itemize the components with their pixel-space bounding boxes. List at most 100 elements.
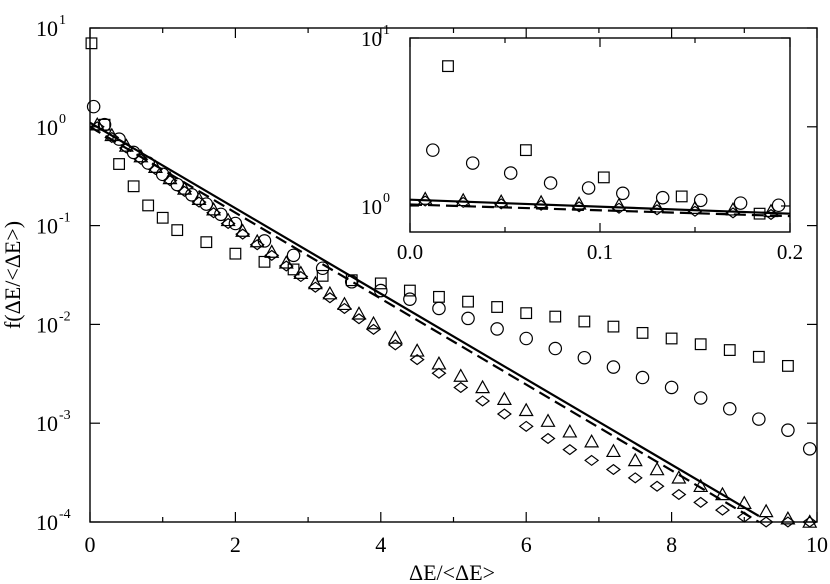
main-diamond-marker	[693, 496, 709, 508]
main-triangle-marker	[387, 330, 403, 344]
main-circle-marker	[752, 412, 766, 426]
inset-y-tick-exponent: 0	[383, 191, 390, 206]
main-triangle-marker	[220, 212, 236, 227]
main-diamond-marker	[220, 217, 236, 230]
inset-x-tick-labels: 0.0 0.1 0.2	[397, 240, 803, 264]
inset-circle-marker	[616, 186, 630, 201]
main-triangle-marker	[336, 296, 352, 311]
inset-circle-marker	[543, 176, 558, 190]
main-square-marker	[636, 326, 649, 339]
main-circle-marker	[461, 311, 475, 326]
main-circle-marker	[635, 370, 650, 385]
main-y-tick-exponent: -2	[59, 309, 71, 324]
main-square-marker	[171, 224, 184, 237]
main-diamond-marker	[540, 432, 556, 445]
main-diamond-marker	[605, 463, 621, 476]
main-diamond-marker	[191, 196, 207, 208]
main-square-marker	[607, 320, 620, 333]
main-diamond-marker	[322, 292, 338, 304]
main-triangle-marker	[235, 223, 251, 237]
main-x-tick-label: 8	[666, 532, 677, 557]
main-triangle-marker	[780, 510, 796, 525]
inset-circle-marker	[733, 196, 748, 210]
main-x-tick-label: 0	[85, 532, 96, 557]
main-diamond-marker	[133, 153, 149, 165]
main-square-marker	[665, 332, 678, 345]
main-diamond-marker	[802, 516, 818, 528]
inset-circle-marker	[771, 198, 786, 213]
main-series	[85, 37, 818, 528]
main-y-tick-exponent: 1	[59, 13, 66, 28]
inset-triangle-marker	[649, 198, 665, 213]
inset-background	[410, 38, 790, 232]
inset-square-marker	[675, 190, 688, 203]
main-diamond-marker	[758, 516, 774, 528]
main-diamond-marker	[336, 302, 352, 315]
main-diamond-marker	[235, 228, 251, 240]
main-y-tick-label: 10	[36, 312, 58, 337]
main-circle-marker	[802, 442, 817, 456]
main-square-marker	[694, 338, 707, 351]
main-triangle-marker	[496, 391, 512, 405]
main-diamond-marker	[496, 408, 512, 420]
inset-x-tick-label: 0.2	[777, 240, 803, 264]
main-triangle-marker	[540, 413, 556, 427]
main-x-tick-labels: 0 2 4 6 8 10	[85, 532, 829, 557]
main-triangle-marker	[758, 503, 774, 518]
main-circle-marker	[664, 380, 679, 395]
inset-axis-ticks	[409, 37, 791, 232]
main-square-marker	[549, 310, 562, 323]
main-diamond-marker	[387, 339, 403, 351]
inset-circle-marker	[655, 190, 670, 205]
main-y-tick-label: 10	[36, 115, 58, 140]
main-triangle-marker	[627, 452, 643, 467]
main-x-tick-label: 10	[806, 532, 828, 557]
inset-circle-marker	[503, 166, 518, 180]
inset-y-tick-label: 10	[361, 27, 382, 51]
main-x-tick-label: 6	[521, 532, 532, 557]
inset-x-tick-label: 0.0	[397, 240, 423, 264]
main-diamond-marker	[249, 239, 265, 251]
main-diamond-marker	[431, 367, 447, 379]
main-circle-marker	[403, 292, 417, 306]
inset-square-marker	[442, 60, 454, 73]
main-triangle-marker	[322, 285, 338, 300]
inset-y-tick-label: 10	[361, 195, 382, 219]
main-circle-marker	[548, 341, 563, 356]
inset-circle-marker	[426, 143, 440, 157]
main-diamond-marker	[366, 323, 382, 336]
main-axis-ticks	[89, 27, 818, 523]
main-diamond-marker	[264, 249, 280, 261]
inset-triangle-marker	[725, 201, 741, 216]
main-diamond-marker	[584, 454, 600, 467]
main-y-tick-exponent: -3	[59, 408, 71, 423]
inset-solid-line	[409, 198, 791, 215]
inset-x-tick-label: 0.1	[587, 240, 613, 264]
main-square-marker	[229, 247, 242, 260]
main-square-marker	[520, 307, 533, 320]
main-square-marker	[462, 295, 474, 308]
main-square-marker	[781, 359, 794, 372]
main-diamond-marker	[206, 207, 222, 219]
main-square-marker	[491, 301, 504, 313]
main-circle-marker	[490, 322, 504, 336]
main-dashed-line	[89, 125, 760, 523]
main-triangle-marker	[649, 461, 665, 476]
main-triangle-marker	[351, 306, 367, 320]
main-y-tick-label: 10	[36, 214, 58, 239]
main-circle-marker	[577, 350, 592, 365]
main-circle-marker	[519, 331, 533, 346]
main-triangle-marker	[264, 244, 280, 258]
main-triangle-marker	[278, 255, 294, 269]
main-diamond-marker	[307, 281, 323, 293]
main-y-tick-exponent: 0	[59, 112, 66, 127]
main-y-tick-label: 10	[36, 16, 58, 41]
main-triangle-marker	[453, 368, 469, 382]
main-triangle-marker	[293, 265, 309, 279]
main-diamond-marker	[293, 270, 309, 283]
main-square-marker	[127, 180, 140, 193]
main-y-tick-exponent: -4	[59, 507, 71, 522]
main-square-marker	[113, 158, 126, 170]
